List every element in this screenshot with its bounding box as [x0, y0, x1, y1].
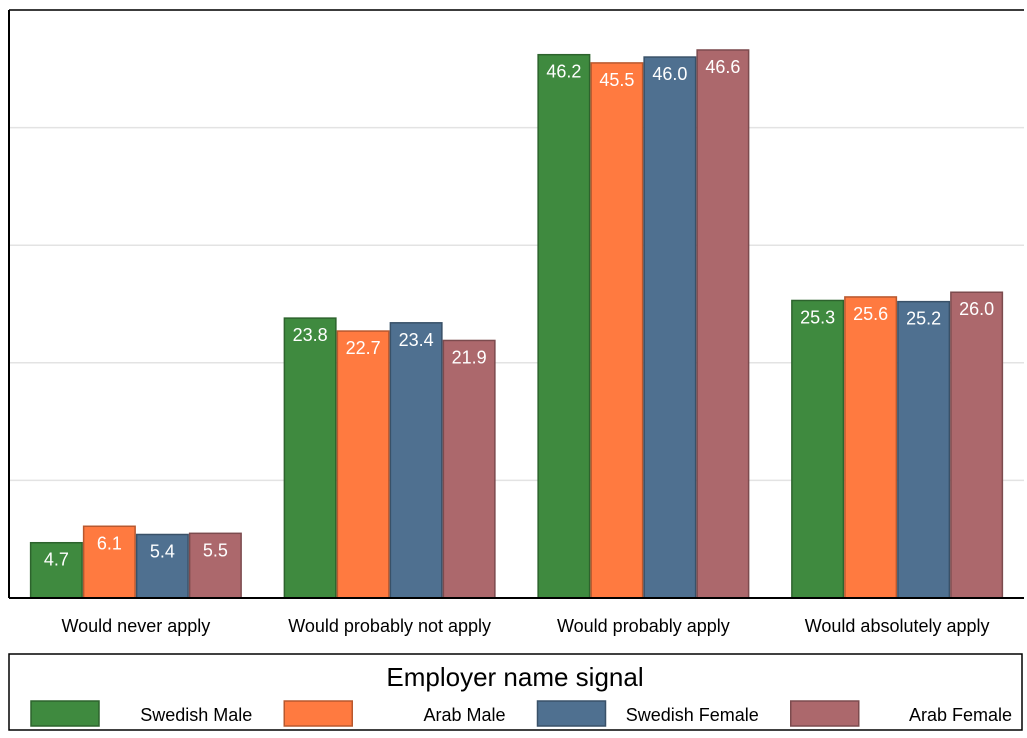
x-tick-label: Would absolutely apply [805, 616, 990, 636]
axes: Would never apply Would probably not appl… [8, 9, 1024, 636]
bar-value-label: 5.4 [150, 541, 175, 561]
bar [389, 322, 443, 599]
x-tick-label: Would never apply [61, 616, 210, 636]
legend: Employer name signal Swedish Male Arab Mal… [8, 653, 1023, 731]
bar-value-label: 45.5 [599, 70, 634, 90]
legend-label: Swedish Male [140, 705, 252, 725]
bar-value-label: 25.2 [906, 309, 941, 329]
legend-title: Employer name signal [386, 662, 643, 692]
bar [29, 541, 83, 599]
bar-value-label: 23.4 [399, 330, 434, 350]
bar-value-label: 6.1 [97, 533, 122, 553]
bar [336, 330, 390, 599]
x-tick-label: Would probably apply [557, 616, 730, 636]
bar-value-label: 5.5 [203, 540, 228, 560]
x-tick-label: Would probably not apply [288, 616, 491, 636]
legend-swatch [536, 700, 607, 727]
bars [29, 49, 1004, 599]
bar-value-label: 46.0 [652, 64, 687, 84]
bar-value-label: 46.6 [705, 57, 740, 77]
bar-value-label: 25.6 [853, 304, 888, 324]
bar [950, 291, 1004, 599]
bar [283, 317, 337, 599]
bar [590, 62, 644, 599]
bar-value-label: 22.7 [346, 338, 381, 358]
bar-value-label: 25.3 [800, 307, 835, 327]
data-labels: 4.7 6.1 5.4 5.5 23.8 22.7 23.4 21.9 46.2 45.5 46.0… [44, 57, 994, 570]
legend-label: Swedish Female [626, 705, 759, 725]
legend-label: Arab Male [423, 705, 505, 725]
bar [537, 53, 591, 599]
legend-swatch [790, 700, 860, 727]
legend-swatch [283, 700, 353, 727]
legend-label: Arab Female [909, 705, 1012, 725]
bar [844, 296, 898, 599]
bar [897, 300, 951, 599]
bar [135, 533, 189, 599]
bar-value-label: 23.8 [293, 325, 328, 345]
bar-value-label: 46.2 [546, 62, 581, 82]
bar-value-label: 21.9 [452, 347, 487, 367]
bar [442, 339, 496, 599]
bar [696, 49, 750, 599]
legend-swatch [30, 700, 100, 727]
bar [188, 532, 242, 599]
bar-value-label: 26.0 [959, 299, 994, 319]
bar [643, 56, 697, 599]
bar-value-label: 4.7 [44, 550, 69, 570]
bar [791, 299, 845, 599]
